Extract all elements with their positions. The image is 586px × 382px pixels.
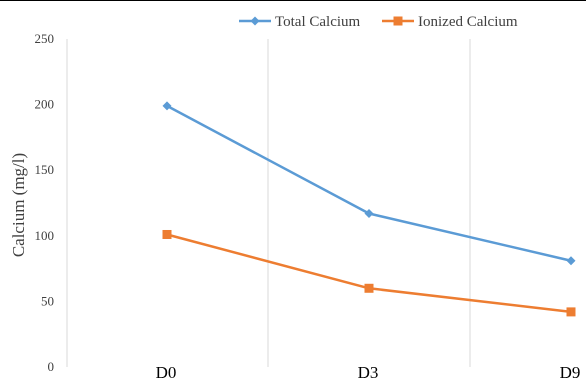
legend-item: Ionized Calcium <box>382 14 518 30</box>
data-point <box>364 208 374 218</box>
y-tick-label: 250 <box>35 31 55 46</box>
y-tick-label: 0 <box>48 359 55 374</box>
series-ionized-calcium <box>162 229 576 317</box>
legend-item: Total Calcium <box>239 14 361 30</box>
axis-group: 0 50 100 150 200 250 D0 D3 D9 <box>35 31 581 382</box>
y-axis-label: Calcium (mg/l) <box>9 153 28 257</box>
legend: Total Calcium Ionized Calcium <box>239 14 518 30</box>
legend-label: Total Calcium <box>275 14 361 30</box>
series-total-calcium <box>162 101 576 266</box>
series-group <box>162 101 576 317</box>
x-tick-label: D3 <box>358 363 379 382</box>
series-line <box>166 104 572 262</box>
legend-marker <box>250 16 260 26</box>
data-point <box>162 229 172 239</box>
y-tick-label: 100 <box>35 228 55 243</box>
gridlines <box>66 39 471 367</box>
legend-marker <box>393 16 403 26</box>
data-point <box>364 283 374 293</box>
x-tick-label: D0 <box>156 363 177 382</box>
data-point <box>162 101 172 111</box>
data-point <box>566 256 576 266</box>
legend-label: Ionized Calcium <box>418 14 518 30</box>
y-tick-label: 150 <box>35 162 55 177</box>
y-tick-label: 50 <box>41 293 54 308</box>
y-tick-label: 200 <box>35 97 55 112</box>
data-point <box>566 307 576 317</box>
x-tick-label: D9 <box>560 363 581 382</box>
